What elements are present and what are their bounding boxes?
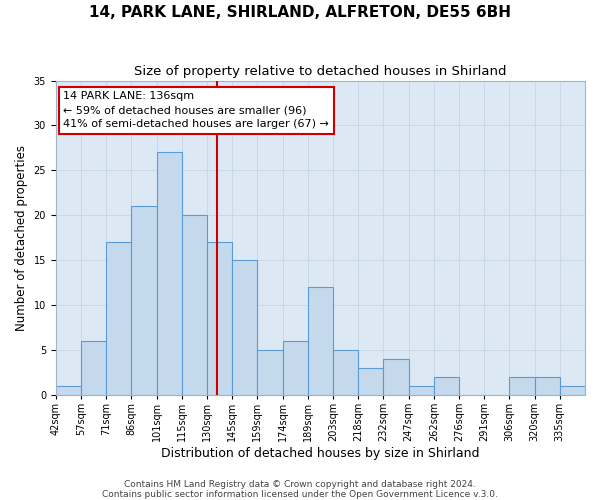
Title: Size of property relative to detached houses in Shirland: Size of property relative to detached ho… [134,65,506,78]
Bar [257,350,283,395]
Y-axis label: Number of detached properties: Number of detached properties [15,145,28,331]
Bar [383,359,409,395]
Bar [232,260,257,395]
Text: 14 PARK LANE: 136sqm
← 59% of detached houses are smaller (96)
41% of semi-detac: 14 PARK LANE: 136sqm ← 59% of detached h… [64,92,329,130]
Bar [207,242,232,395]
Bar [409,386,434,395]
Bar [333,350,358,395]
Bar [56,386,81,395]
Bar [308,288,333,395]
Bar [157,152,182,395]
Bar [535,377,560,395]
Bar [81,341,106,395]
Bar [131,206,157,395]
Bar [434,377,459,395]
Bar [509,377,535,395]
Bar [106,242,131,395]
Text: 14, PARK LANE, SHIRLAND, ALFRETON, DE55 6BH: 14, PARK LANE, SHIRLAND, ALFRETON, DE55 … [89,5,511,20]
X-axis label: Distribution of detached houses by size in Shirland: Distribution of detached houses by size … [161,447,479,460]
Bar [283,341,308,395]
Bar [560,386,585,395]
Bar [182,216,207,395]
Bar [358,368,383,395]
Text: Contains HM Land Registry data © Crown copyright and database right 2024.
Contai: Contains HM Land Registry data © Crown c… [102,480,498,499]
